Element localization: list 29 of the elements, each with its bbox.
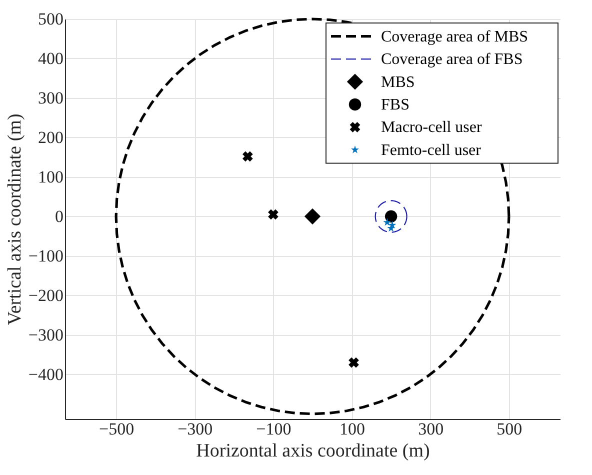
x-tick-label: 300 xyxy=(418,420,444,438)
annotation: Coverage area of FBS xyxy=(381,51,523,68)
point xyxy=(348,357,359,368)
y-tick-label: 500 xyxy=(38,10,64,28)
y-tick-label: −300 xyxy=(28,325,64,344)
y-tick-label: −400 xyxy=(28,364,64,384)
x-tick-label: 500 xyxy=(496,420,522,438)
y-tick-label: 300 xyxy=(38,88,64,108)
y-tick-label: 200 xyxy=(38,128,64,147)
y-tick-label: 0 xyxy=(55,206,64,226)
x-tick-label: 100 xyxy=(340,420,366,438)
annotation: Coverage area of MBS xyxy=(381,28,528,46)
point xyxy=(383,218,392,226)
legend-label: Macro-cell user xyxy=(381,119,483,136)
point xyxy=(388,220,396,229)
point xyxy=(242,151,253,162)
point xyxy=(268,209,278,220)
y-tick-label: 400 xyxy=(38,48,64,68)
y-tick-label: −200 xyxy=(28,286,64,305)
y-tick-label: −100 xyxy=(28,246,64,266)
x-axis-title: Horizontal axis coordinate (m) xyxy=(196,440,430,462)
legend-label: MBS xyxy=(381,74,415,91)
legend-label: FBS xyxy=(381,96,410,114)
legend-label: Femto-cell user xyxy=(381,142,482,159)
x-tick-label: −500 xyxy=(99,420,134,438)
x-tick-label: −300 xyxy=(178,420,213,438)
y-axis-title: Vertical axis coordinate (m) xyxy=(4,114,26,326)
x-tick-label: −100 xyxy=(256,420,292,438)
y-tick-label: 100 xyxy=(38,167,64,186)
